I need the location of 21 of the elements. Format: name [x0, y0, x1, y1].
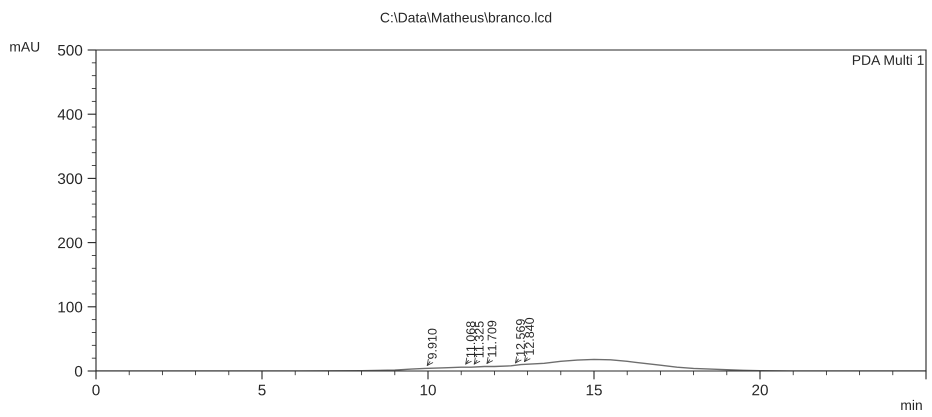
y-tick-label: 100 — [58, 302, 82, 312]
y-tick-label: 0 — [74, 366, 82, 377]
y-tick-label: 500 — [58, 44, 82, 56]
y-axis-title: mAU — [10, 42, 40, 52]
y-tick-label: 400 — [58, 109, 82, 120]
x-tick-label: 10 — [420, 384, 436, 396]
annotation: 11.068 — [466, 321, 476, 358]
annotation: 11.709 — [488, 320, 496, 357]
annotation: 9.910 — [428, 328, 437, 359]
x-tick-label: 5 — [258, 384, 266, 396]
chart-title: C:\Data\Matheus\branco.lcd — [380, 12, 552, 22]
x-tick-label: 0 — [92, 384, 100, 396]
annotation: 11.325 — [474, 321, 484, 358]
y-tick-label: 300 — [58, 173, 82, 184]
annotation: PDA Multi 1 — [852, 54, 924, 66]
x-tick-label: 20 — [752, 384, 768, 396]
x-axis-title: min — [901, 400, 922, 410]
annotation: 12.840 — [525, 318, 534, 355]
x-tick-label: 15 — [586, 384, 602, 396]
annotation: 12.569 — [516, 319, 525, 356]
y-tick-label: 200 — [58, 237, 82, 248]
